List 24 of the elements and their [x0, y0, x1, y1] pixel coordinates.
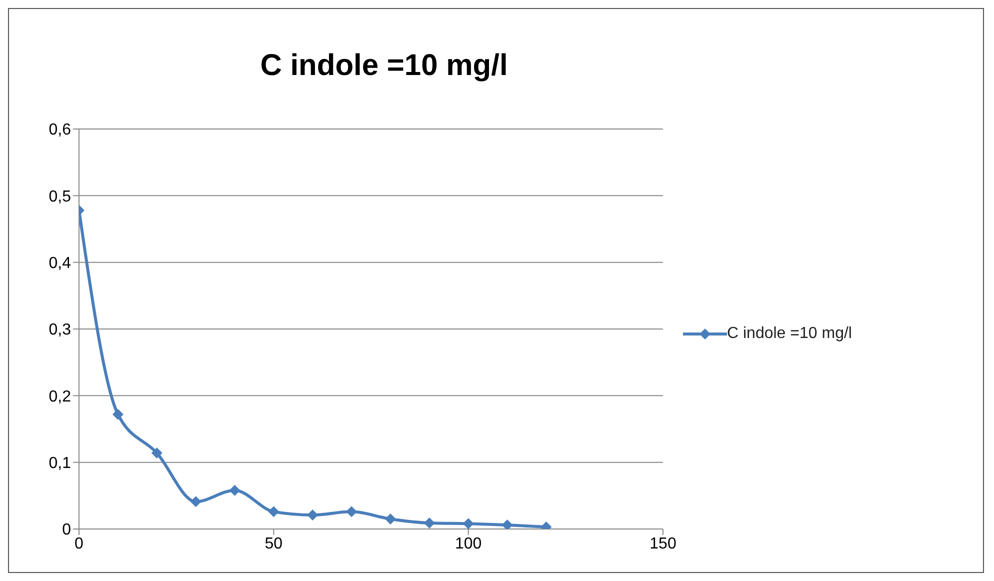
- point: [462, 518, 474, 529]
- point: [268, 506, 280, 518]
- y-tick-label: 0,1: [48, 455, 72, 472]
- x-tick-label: 50: [264, 535, 283, 552]
- point: [384, 514, 396, 524]
- chart-title: C indole =10 mg/l: [259, 49, 509, 83]
- x-tick-label: 150: [650, 535, 676, 552]
- point: [190, 496, 202, 508]
- point: [424, 518, 435, 528]
- y-tick-label: 0,2: [48, 388, 72, 406]
- point: [151, 448, 162, 458]
- y-tick-label: 0: [62, 522, 72, 539]
- y-tick-label: 0,6: [48, 122, 72, 139]
- point: [307, 510, 318, 520]
- point: [229, 484, 240, 496]
- point: [502, 520, 513, 529]
- y-tick-label: 0,3: [48, 322, 72, 339]
- x-tick-label: 100: [454, 535, 482, 552]
- y-tick-label: 0,4: [48, 255, 72, 272]
- y-tick-label: 0,5: [48, 188, 72, 206]
- legend-label: C indole =10 mg/l: [727, 325, 852, 343]
- point: [346, 506, 358, 518]
- x-tick-label: 0: [74, 535, 84, 552]
- point: [112, 408, 124, 420]
